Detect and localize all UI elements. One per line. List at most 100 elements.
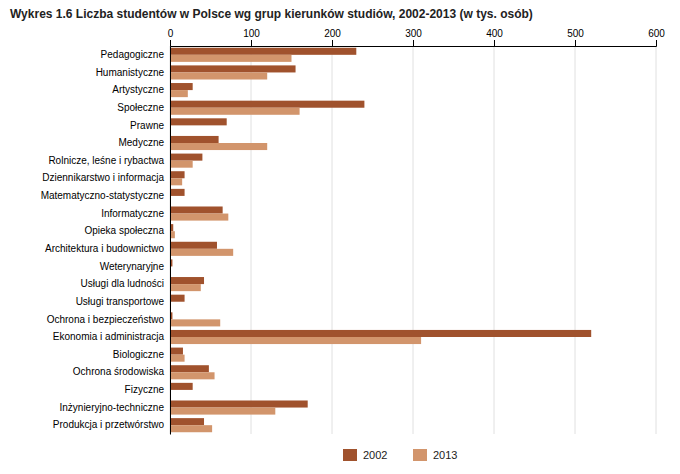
y-tick-label: Ochrona środowiska <box>73 366 165 377</box>
y-tick: Produkcja i przetwórstwo <box>53 419 170 430</box>
y-tick: Informatyczne <box>101 208 170 219</box>
y-tick-label: Ochrona i bezpieczeństwo <box>47 314 165 325</box>
y-axis-line <box>170 47 171 435</box>
y-tick: Społeczne <box>117 102 170 113</box>
y-tick: Pedagogiczne <box>101 49 170 60</box>
bar <box>170 171 185 178</box>
bar <box>170 372 215 379</box>
y-tick: Ekonomia i administracja <box>53 331 170 342</box>
bar <box>170 154 202 161</box>
grid-line <box>413 46 414 434</box>
y-tick-label: Weterynaryjne <box>100 261 165 272</box>
bar <box>170 72 267 79</box>
bar <box>170 277 204 284</box>
x-axis-line <box>171 40 657 47</box>
y-tick: Medyczne <box>118 137 170 148</box>
y-tick-label: Prawne <box>130 120 164 131</box>
bar <box>170 161 193 168</box>
y-tick-label: Humanistyczne <box>96 67 165 78</box>
title: Wykres 1.6 Liczba studentów w Polsce wg … <box>10 7 533 21</box>
y-tick: Usługi transportowe <box>76 296 170 307</box>
y-tick: Fizyczne <box>125 384 170 395</box>
x-tick-label: 600 <box>648 28 665 39</box>
x-tick-mark <box>251 40 252 46</box>
x-tick-mark <box>170 40 171 46</box>
x-tick-mark <box>332 40 333 46</box>
bar <box>170 295 185 302</box>
bar <box>170 90 188 97</box>
y-tick-label: Produkcja i przetwórstwo <box>53 419 165 430</box>
bar <box>170 101 364 108</box>
y-tick-label: Opieka społeczna <box>85 225 165 236</box>
bar <box>170 425 212 432</box>
x-tick: 200 <box>324 28 341 46</box>
bar <box>170 214 228 221</box>
y-tick-label: Inżynieryjno-techniczne <box>60 402 165 413</box>
x-tick-label: 0 <box>168 28 174 39</box>
bar <box>170 319 220 326</box>
y-tick-label: Biologiczne <box>113 349 165 360</box>
grid-line <box>170 46 171 434</box>
bar <box>170 418 204 425</box>
bar <box>170 330 591 337</box>
x-axis: 0 100 200 300 400 500 600 <box>168 28 666 47</box>
x-tick: 300 <box>405 28 422 46</box>
series <box>170 55 421 432</box>
x-tick-label: 500 <box>567 28 584 39</box>
y-tick: Prawne <box>130 120 170 131</box>
bar <box>170 65 296 72</box>
y-tick: Ochrona i bezpieczeństwo <box>47 314 170 325</box>
y-axis: Pedagogiczne Humanistyczne Artystyczne Społ… <box>41 47 171 435</box>
y-tick-label: Ekonomia i administracja <box>53 331 165 342</box>
plot: 0 100 200 300 400 500 600 Pedagogiczne Humanisty… <box>41 28 666 435</box>
grid-line <box>494 46 495 434</box>
bar <box>170 365 209 372</box>
y-tick-label: Rolnicze, leśne i rybactwa <box>48 155 164 166</box>
y-tick-label: Informatyczne <box>101 208 164 219</box>
legend-item: 2013 <box>413 449 457 461</box>
y-tick: Dziennikarstwo i informacja <box>42 172 170 183</box>
bar <box>170 348 183 355</box>
chart: Wykres 1.6 Liczba studentów w Polsce wg … <box>0 0 680 474</box>
legend-item: 2002 <box>343 449 387 461</box>
y-tick: Matematyczno-statystyczne <box>41 190 170 201</box>
x-tick-label: 200 <box>324 28 341 39</box>
bars <box>170 48 591 432</box>
y-tick: Rolnicze, leśne i rybactwa <box>48 155 170 166</box>
grid-line <box>656 46 657 434</box>
legend: 2002 2013 <box>343 449 457 461</box>
y-tick-label: Usługi transportowe <box>76 296 165 307</box>
bar <box>170 118 227 125</box>
x-tick-label: 400 <box>486 28 503 39</box>
y-tick-label: Dziennikarstwo i informacja <box>42 172 164 183</box>
bar <box>170 355 185 362</box>
y-tick-label: Pedagogiczne <box>101 49 165 60</box>
bar <box>170 337 421 344</box>
grid <box>170 46 656 434</box>
y-tick-label: Matematyczno-statystyczne <box>41 190 165 201</box>
bar <box>170 108 300 115</box>
x-tick-label: 100 <box>243 28 260 39</box>
y-tick: Inżynieryjno-techniczne <box>60 402 171 413</box>
x-tick: 100 <box>243 28 260 46</box>
bar <box>170 55 292 62</box>
x-tick: 400 <box>486 28 503 46</box>
x-tick-mark <box>656 40 657 46</box>
bar <box>170 383 193 390</box>
bar <box>170 143 267 150</box>
x-tick-mark <box>575 40 576 46</box>
y-tick-label: Artystyczne <box>112 84 164 95</box>
y-tick-label: Fizyczne <box>125 384 165 395</box>
y-tick: Architektura i budownictwo <box>45 243 170 254</box>
x-tick: 500 <box>567 28 584 46</box>
bar <box>170 48 356 55</box>
bar <box>170 178 182 185</box>
legend-swatch <box>413 449 427 461</box>
bar <box>170 206 223 213</box>
y-tick-label: Medyczne <box>118 137 164 148</box>
y-tick: Humanistyczne <box>96 67 170 78</box>
y-tick: Opieka społeczna <box>85 225 171 236</box>
x-tick: 0 <box>168 28 174 46</box>
grid-line <box>575 46 576 434</box>
bar <box>170 242 217 249</box>
